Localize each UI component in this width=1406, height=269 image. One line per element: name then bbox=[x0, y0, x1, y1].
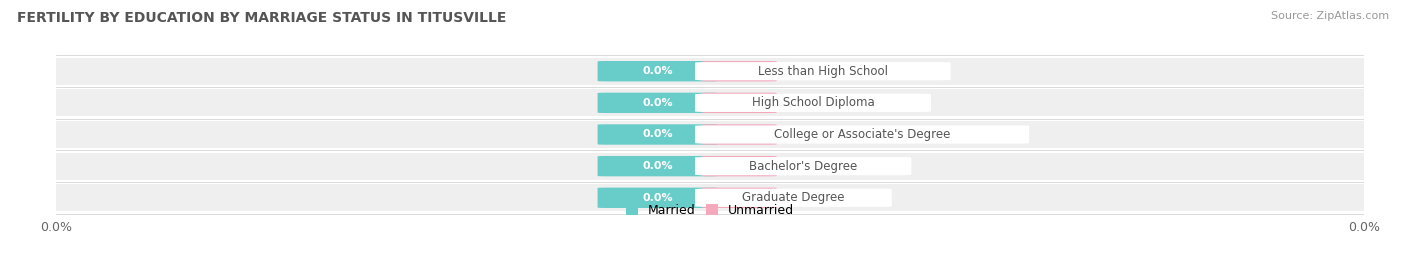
Text: 0.0%: 0.0% bbox=[643, 66, 673, 76]
Text: 0.0%: 0.0% bbox=[643, 193, 673, 203]
Text: 0.0%: 0.0% bbox=[643, 129, 673, 140]
Text: 0.0%: 0.0% bbox=[643, 161, 673, 171]
Text: 0.0%: 0.0% bbox=[724, 66, 755, 76]
Bar bbox=[56, 153, 1364, 180]
Text: 0.0%: 0.0% bbox=[724, 129, 755, 140]
FancyBboxPatch shape bbox=[598, 124, 718, 145]
Text: 0.0%: 0.0% bbox=[643, 98, 673, 108]
Bar bbox=[56, 121, 1364, 148]
FancyBboxPatch shape bbox=[702, 187, 776, 208]
FancyBboxPatch shape bbox=[598, 187, 718, 208]
Text: College or Associate's Degree: College or Associate's Degree bbox=[773, 128, 950, 141]
FancyBboxPatch shape bbox=[702, 124, 776, 145]
FancyBboxPatch shape bbox=[695, 62, 950, 80]
Text: Bachelor's Degree: Bachelor's Degree bbox=[749, 160, 858, 173]
FancyBboxPatch shape bbox=[598, 61, 718, 82]
FancyBboxPatch shape bbox=[702, 61, 776, 82]
Text: 0.0%: 0.0% bbox=[724, 161, 755, 171]
FancyBboxPatch shape bbox=[695, 157, 911, 175]
FancyBboxPatch shape bbox=[702, 156, 776, 176]
Text: FERTILITY BY EDUCATION BY MARRIAGE STATUS IN TITUSVILLE: FERTILITY BY EDUCATION BY MARRIAGE STATU… bbox=[17, 11, 506, 25]
FancyBboxPatch shape bbox=[702, 93, 776, 113]
FancyBboxPatch shape bbox=[695, 94, 931, 112]
FancyBboxPatch shape bbox=[695, 125, 1029, 144]
Legend: Married, Unmarried: Married, Unmarried bbox=[620, 199, 800, 222]
Bar bbox=[56, 184, 1364, 211]
Text: Less than High School: Less than High School bbox=[758, 65, 887, 78]
Text: Graduate Degree: Graduate Degree bbox=[742, 191, 845, 204]
FancyBboxPatch shape bbox=[598, 93, 718, 113]
Text: 0.0%: 0.0% bbox=[724, 98, 755, 108]
FancyBboxPatch shape bbox=[598, 156, 718, 176]
FancyBboxPatch shape bbox=[695, 189, 891, 207]
Text: High School Diploma: High School Diploma bbox=[752, 96, 875, 109]
Text: 0.0%: 0.0% bbox=[724, 193, 755, 203]
Text: Source: ZipAtlas.com: Source: ZipAtlas.com bbox=[1271, 11, 1389, 21]
Bar bbox=[56, 58, 1364, 85]
Bar bbox=[56, 89, 1364, 116]
